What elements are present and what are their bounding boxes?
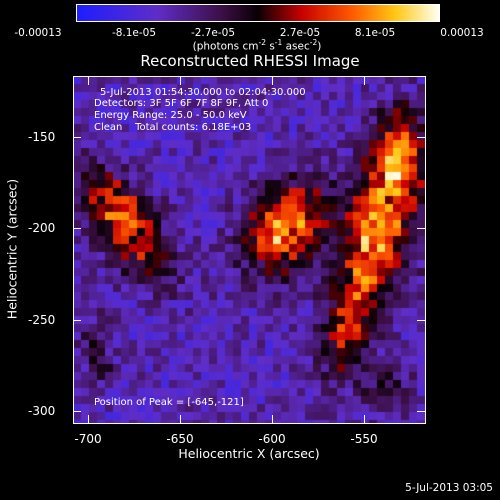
colorbar-tick: -8.1e-05 [111, 27, 157, 39]
time-range-annotation: 5-Jul-2013 01:54:30.000 to 02:04:30.000 [100, 87, 306, 98]
y-tick-label: -250 [28, 313, 56, 327]
detectors-annotation: Detectors: 3F 5F 6F 7F 8F 9F, Att 0 [94, 98, 269, 109]
date-stamp: 5-Jul-2013 03:05 [405, 482, 493, 494]
x-tick-label: -550 [350, 432, 378, 446]
colorbar [76, 4, 440, 22]
y-tick-label: -150 [28, 130, 56, 144]
peak-position-annotation: Position of Peak = [-645,-121] [94, 397, 244, 408]
colorbar-tick: 2.7e-05 [279, 27, 321, 39]
colorbar-tick: -0.00013 [14, 27, 62, 39]
x-tick-label: -700 [74, 432, 102, 446]
energy-range-annotation: Energy Range: 25.0 - 50.0 keV [94, 110, 247, 121]
y-axis-label: Heliocentric Y (arcsec) [4, 178, 20, 320]
y-tick-label: -300 [28, 404, 56, 418]
colorbar-tick: -2.7e-05 [190, 27, 236, 39]
rhessi-image [73, 76, 425, 423]
plot-title: Reconstructed RHESSI Image [140, 52, 360, 70]
colorbar-unit: (photons cm-2 s-1 asec-2) [192, 38, 322, 53]
colorbar-tick: 0.00013 [440, 27, 484, 39]
colorbar-tick: 8.1e-05 [354, 27, 396, 39]
x-axis-label: Heliocentric X (arcsec) [178, 446, 320, 461]
y-tick-label: -200 [28, 221, 56, 235]
clean-counts-annotation: Clean Total counts: 6.18E+03 [94, 122, 252, 133]
x-tick-label: -650 [166, 432, 194, 446]
x-tick-label: -600 [258, 432, 286, 446]
